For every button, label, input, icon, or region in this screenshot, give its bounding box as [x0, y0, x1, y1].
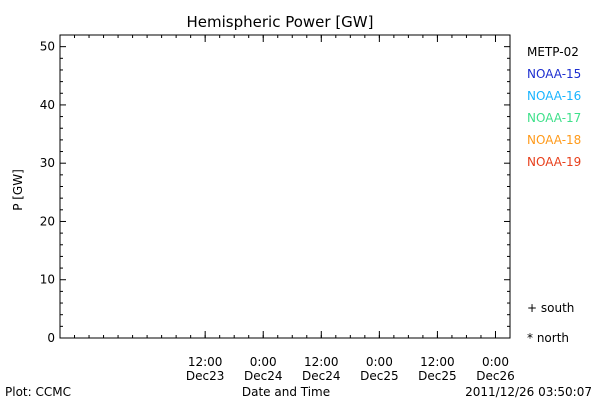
x-tick-label-date: Dec25 [418, 369, 457, 383]
x-tick-label-date: Dec25 [360, 369, 399, 383]
y-tick-label: 10 [40, 273, 55, 287]
x-tick-label-time: 12:00 [304, 355, 339, 369]
legend-entry: NOAA-19 [527, 155, 581, 169]
x-axis: 12:00Dec230:00Dec2412:00Dec240:00Dec2512… [59, 35, 515, 383]
y-axis: 0 10 20 30 40 50 [40, 40, 510, 345]
plot-border [59, 34, 511, 339]
x-tick-label-time: 0:00 [366, 355, 393, 369]
x-tick-label-time: 12:00 [188, 355, 223, 369]
y-tick-label: 0 [47, 331, 55, 345]
marker-key-entry: + south [527, 301, 574, 315]
legend-entry: NOAA-17 [527, 111, 581, 125]
plot-credit: Plot: CCMC [5, 385, 71, 399]
x-tick-label-time: 0:00 [482, 355, 509, 369]
legend: METP-02 NOAA-15 NOAA-16 NOAA-17 NOAA-18 NOAA-… [527, 45, 581, 169]
y-axis-label: P [GW] [11, 169, 25, 211]
x-tick-label-date: Dec24 [244, 369, 283, 383]
legend-entry: NOAA-15 [527, 67, 581, 81]
x-axis-label: Date and Time [242, 385, 330, 399]
legend-entry: NOAA-16 [527, 89, 581, 103]
marker-key-entry: * north [527, 331, 569, 345]
y-tick-label: 20 [40, 214, 55, 228]
y-tick-label: 30 [40, 156, 55, 170]
x-tick-label-date: Dec24 [302, 369, 341, 383]
legend-entry: NOAA-18 [527, 133, 581, 147]
x-tick-label-date: Dec26 [476, 369, 515, 383]
y-tick-label: 50 [40, 40, 55, 54]
plot-area [59, 34, 511, 339]
chart-title: Hemispheric Power [GW] [187, 13, 374, 31]
legend-entry: METP-02 [527, 45, 579, 59]
y-tick-label: 40 [40, 98, 55, 112]
marker-key: + south * north [527, 301, 574, 345]
x-tick-label-time: 0:00 [250, 355, 277, 369]
x-tick-label-time: 12:00 [420, 355, 455, 369]
x-tick-label-date: Dec23 [186, 369, 225, 383]
plot-timestamp: 2011/12/26 03:50:07 [465, 385, 592, 399]
